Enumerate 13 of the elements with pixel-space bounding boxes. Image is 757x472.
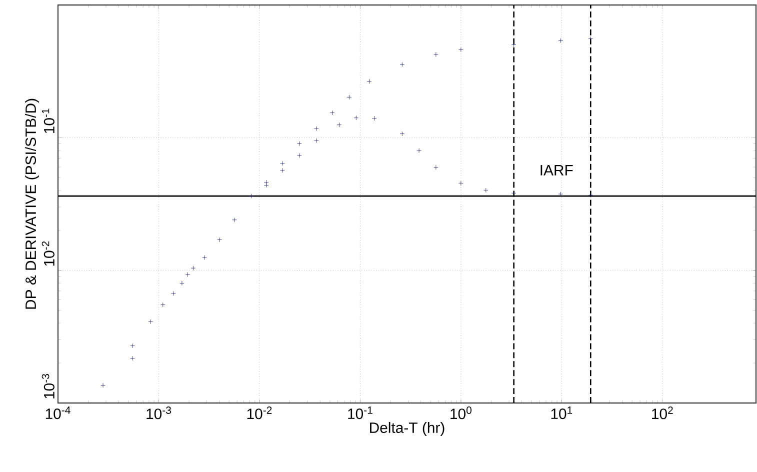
x-tick-label: 10$^{-3}$ bbox=[146, 406, 171, 420]
annotation: IARF bbox=[540, 165, 573, 176]
y-axis-title: DP & DERIVATIVE (PSI/STB/D) bbox=[25, 98, 39, 309]
x-tick-label: 10$^{1}$ bbox=[551, 406, 572, 420]
x-axis-title: Delta-T (hr) bbox=[370, 422, 444, 436]
x-tick-label: 10$^{2}$ bbox=[652, 406, 673, 420]
x-tick-label: 10$^{-1}$ bbox=[348, 406, 372, 420]
x-tick-label: 10$^{-4}$ bbox=[46, 406, 70, 420]
x-tick-label: 10$^{-2}$ bbox=[247, 406, 272, 420]
y-tick-label: 10$^{-3}$ bbox=[42, 374, 54, 398]
x-tick-label: 10$^{0}$ bbox=[450, 406, 472, 420]
y-tick-label: 10$^{-1}$ bbox=[42, 108, 54, 134]
y-tick-label: 10$^{-2}$ bbox=[42, 241, 54, 266]
